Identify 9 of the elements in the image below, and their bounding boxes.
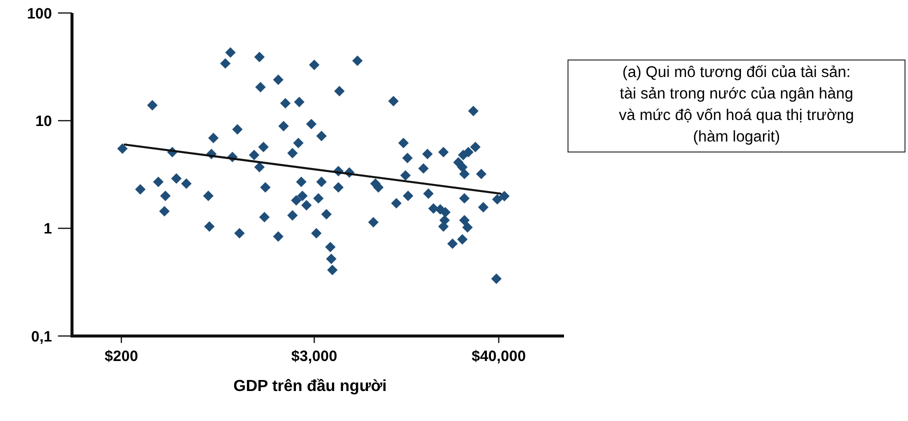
x-tick-label: $40,000 [472,348,526,365]
y-tick-label: 10 [35,112,52,130]
x-axis-title: GDP trên đầu người [233,378,387,395]
y-tick-label: 0,1 [31,328,52,346]
y-tick-label: 100 [26,5,52,22]
text: (a) Qui mô tương đối của tài sản: tài sản trong nước của ngân hàng và mức độ vốn hoá qua thị trường (hàm logarit) [618,64,854,146]
x-tick-label: $200 [104,348,138,365]
x-tick-label: $3,000 [291,348,338,365]
y-tick-label: 1 [44,220,52,238]
